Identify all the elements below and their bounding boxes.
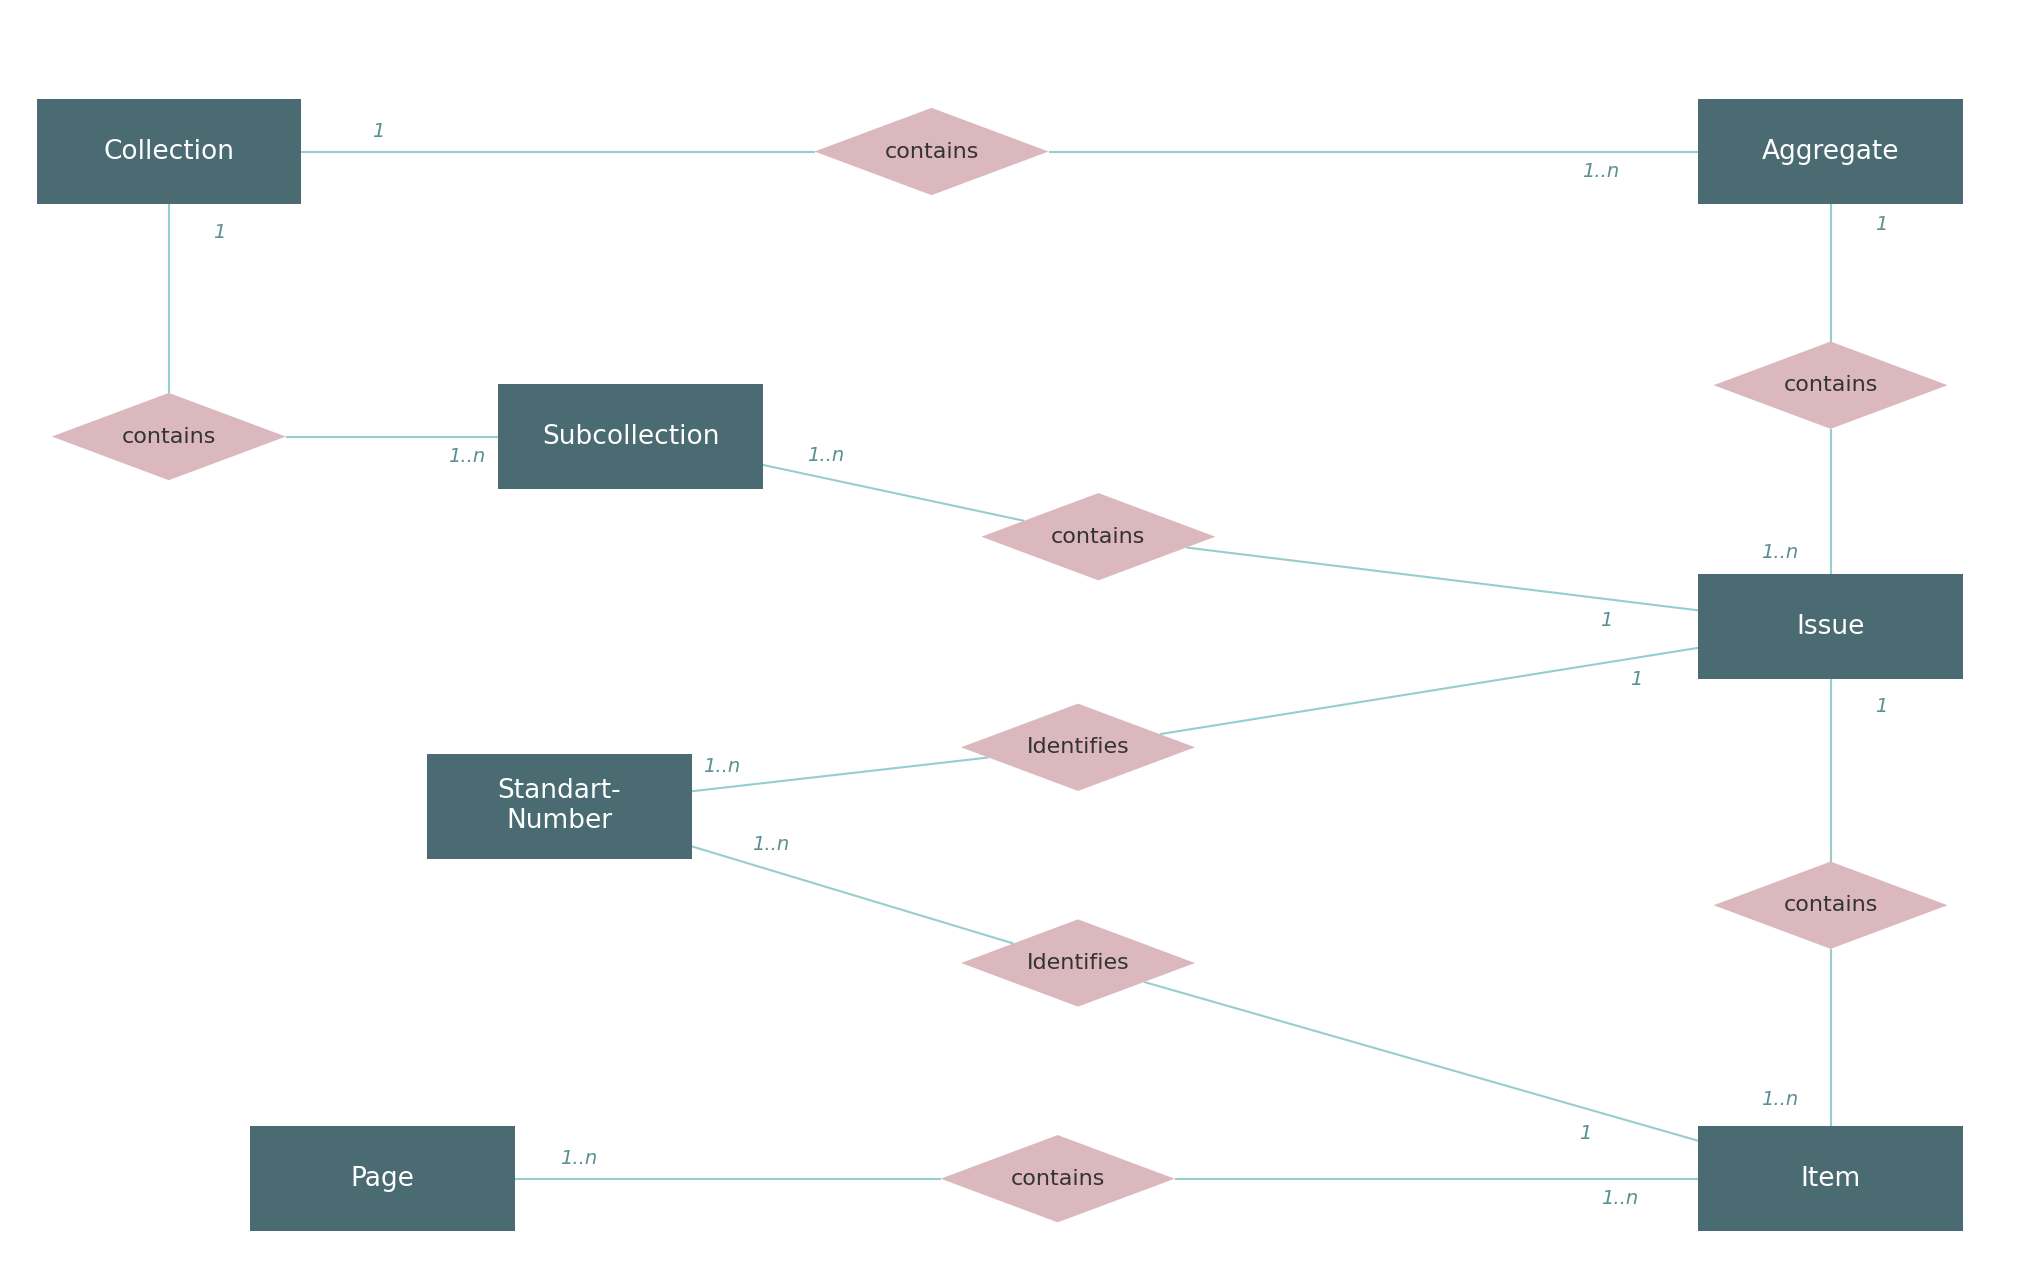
Text: Item: Item <box>1800 1166 1861 1192</box>
Text: Issue: Issue <box>1796 614 1865 639</box>
Text: Page: Page <box>350 1166 415 1192</box>
Text: Subcollection: Subcollection <box>541 424 720 449</box>
Text: 1: 1 <box>1875 697 1888 716</box>
Text: 1..n: 1..n <box>704 758 740 777</box>
Text: 1: 1 <box>1601 611 1613 630</box>
Text: 1: 1 <box>1631 670 1643 690</box>
Text: contains: contains <box>1784 375 1877 395</box>
FancyBboxPatch shape <box>37 99 301 204</box>
FancyBboxPatch shape <box>250 1126 515 1231</box>
FancyBboxPatch shape <box>1698 574 1963 679</box>
Polygon shape <box>53 393 287 480</box>
Text: 1: 1 <box>1875 216 1888 234</box>
Polygon shape <box>962 919 1196 1007</box>
Text: 1..n: 1..n <box>1761 543 1798 561</box>
Text: 1..n: 1..n <box>447 447 484 466</box>
FancyBboxPatch shape <box>1698 1126 1963 1231</box>
Text: 1..n: 1..n <box>559 1149 598 1168</box>
Text: contains: contains <box>1784 895 1877 915</box>
Polygon shape <box>940 1135 1176 1222</box>
Text: 1..n: 1..n <box>1601 1189 1639 1208</box>
Text: contains: contains <box>1011 1168 1104 1189</box>
Text: 1: 1 <box>372 122 384 141</box>
Text: 1..n: 1..n <box>1582 162 1619 181</box>
Polygon shape <box>982 493 1216 580</box>
Text: contains: contains <box>1052 526 1145 547</box>
Text: 1..n: 1..n <box>807 446 844 465</box>
Polygon shape <box>962 704 1196 791</box>
Text: Standart-
Number: Standart- Number <box>498 778 620 835</box>
Text: 1: 1 <box>1578 1124 1593 1143</box>
Text: Identifies: Identifies <box>1027 737 1129 758</box>
Text: 1: 1 <box>214 223 226 241</box>
Text: 1..n: 1..n <box>753 835 789 854</box>
Text: Aggregate: Aggregate <box>1761 139 1900 164</box>
FancyBboxPatch shape <box>1698 99 1963 204</box>
FancyBboxPatch shape <box>427 754 692 859</box>
Text: contains: contains <box>122 426 216 447</box>
Polygon shape <box>816 108 1050 195</box>
Text: Identifies: Identifies <box>1027 953 1129 973</box>
Polygon shape <box>1713 342 1949 429</box>
Polygon shape <box>1713 862 1949 949</box>
Text: 1..n: 1..n <box>1761 1090 1798 1109</box>
Text: contains: contains <box>885 141 978 162</box>
FancyBboxPatch shape <box>498 384 763 489</box>
Text: Collection: Collection <box>104 139 234 164</box>
